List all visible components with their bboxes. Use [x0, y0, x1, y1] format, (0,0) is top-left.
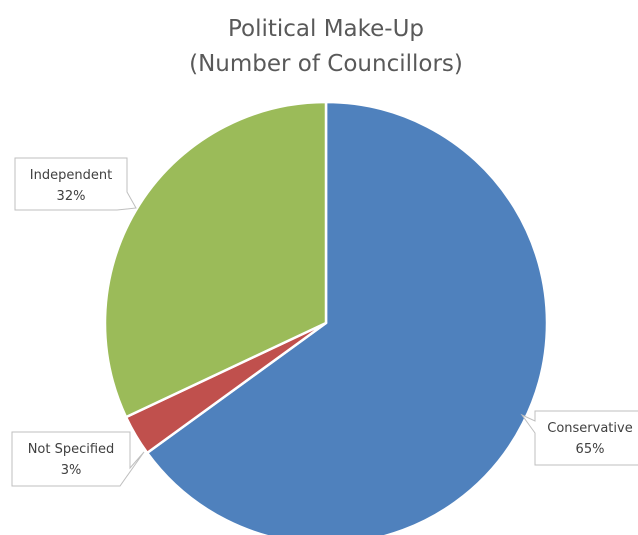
pie-slices: [103, 100, 549, 535]
data-label-percent: 3%: [61, 463, 82, 478]
data-label-not-specified: Not Specified 3%: [11, 431, 145, 487]
pie-slice-independent: [103, 100, 328, 419]
chart-title-line-2: (Number of Councillors): [189, 51, 463, 77]
data-label-category: Not Specified: [28, 442, 115, 457]
data-label-conservative: Conservative 65%: [520, 410, 638, 466]
data-label-percent: 65%: [576, 442, 605, 457]
chart-title-line-1: Political Make-Up: [228, 16, 424, 42]
data-label-category: Independent: [30, 168, 112, 183]
data-label-independent: Independent 32%: [14, 157, 137, 211]
pie-slice-conservative: [145, 100, 549, 535]
data-labels: Conservative 65% Not Specified 3% Independen…: [11, 157, 638, 487]
callout-box: [11, 431, 145, 487]
data-label-percent: 32%: [57, 189, 86, 204]
callout-box: [520, 410, 638, 466]
data-label-category: Conservative: [547, 421, 632, 436]
callout-box: [14, 157, 137, 211]
